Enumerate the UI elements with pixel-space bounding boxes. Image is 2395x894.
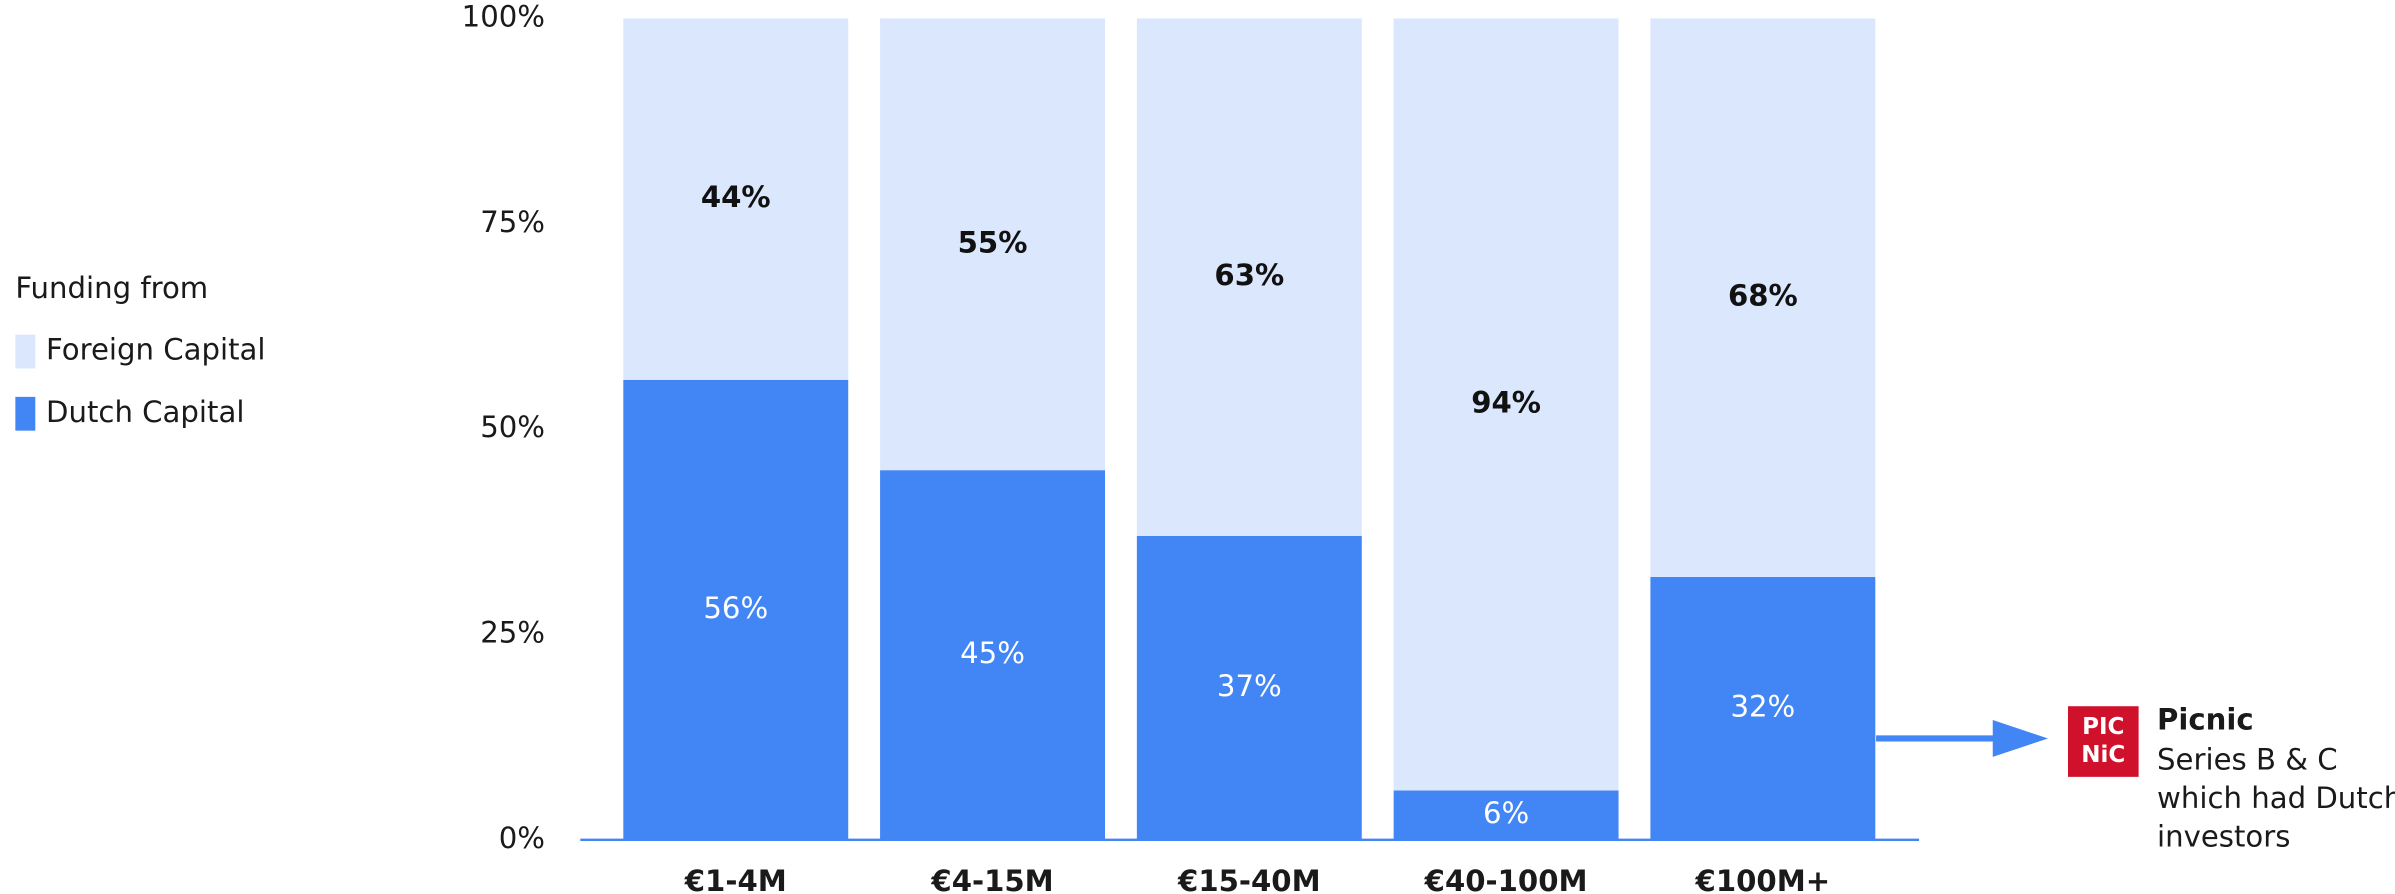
y-tick-label: 75% — [480, 205, 545, 239]
legend-label: Dutch Capital — [46, 395, 244, 429]
legend-swatch — [15, 334, 36, 369]
bar-segment — [1393, 18, 1619, 791]
annotation-text: Series B & C — [2157, 742, 2338, 776]
bar-segment — [1650, 18, 1876, 577]
annotation-title: Picnic — [2157, 703, 2254, 737]
y-tick-label: 100% — [462, 0, 545, 33]
picnic-logo — [2067, 706, 2139, 777]
data-label: 63% — [1214, 258, 1284, 292]
x-tick-label: €1-4M — [684, 864, 787, 894]
data-label: 55% — [958, 225, 1028, 259]
y-tick-label: 0% — [499, 821, 545, 855]
bar-segment — [1136, 535, 1362, 840]
data-label: 6% — [1483, 796, 1529, 830]
logo-text: PIC — [2082, 714, 2124, 740]
legend-title: Funding from — [15, 271, 208, 305]
data-label: 56% — [703, 591, 768, 625]
data-label: 94% — [1471, 385, 1541, 419]
data-label: 44% — [701, 180, 771, 214]
bar-segment — [1393, 790, 1619, 840]
data-label: 68% — [1728, 279, 1798, 313]
data-label: 45% — [960, 636, 1025, 670]
annotation-text: which had Dutch — [2157, 781, 2395, 815]
bar-segment — [623, 379, 849, 840]
x-tick-label: €40-100M — [1424, 864, 1588, 894]
bar-segment — [1136, 18, 1362, 536]
bar-segment — [880, 18, 1106, 471]
logo-text: NiC — [2081, 742, 2125, 768]
data-label: 37% — [1217, 669, 1282, 703]
x-tick-label: €15-40M — [1177, 864, 1321, 894]
bar-segment — [880, 470, 1106, 840]
annotation-text: investors — [2157, 819, 2290, 853]
data-label: 32% — [1730, 689, 1795, 723]
legend-label: Foreign Capital — [46, 333, 265, 367]
annotation-arrowhead — [1992, 720, 2049, 757]
y-tick-label: 25% — [480, 615, 545, 649]
bar-segment — [623, 18, 849, 380]
x-tick-label: €100M+ — [1695, 864, 1831, 894]
bar-segment — [1650, 576, 1876, 840]
y-tick-label: 50% — [480, 410, 545, 444]
legend-swatch — [15, 396, 36, 431]
x-tick-label: €4-15M — [930, 864, 1053, 894]
